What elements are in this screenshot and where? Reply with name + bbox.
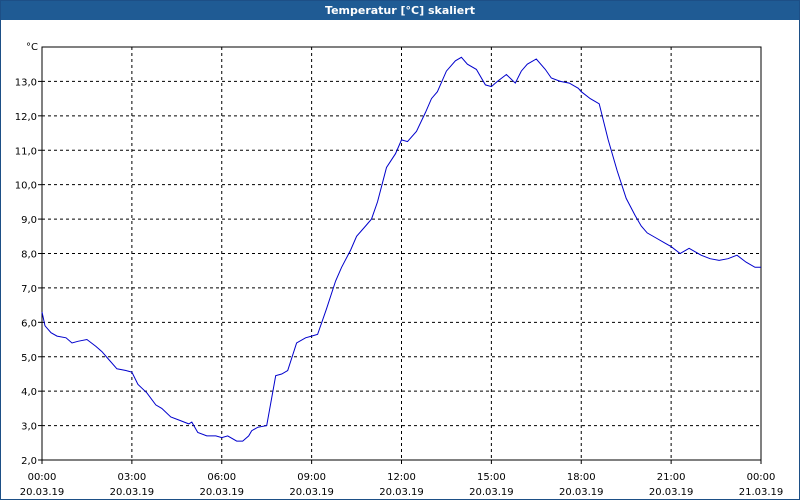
x-tick-date-label: 20.03.19 [469,487,514,498]
chart-title: Temperatur [°C] skaliert [1,1,799,20]
x-tick-time-label: 09:00 [297,472,326,483]
y-axis: 2,0 3,0 4,0 5,0 6,0 7,0 8,0 9,0 10,0 11,0 12,0 13,0 [15,77,42,467]
x-tick-date-label: 20.03.19 [649,487,694,498]
y-tick-label: 8,0 [21,250,37,261]
x-tick-time-label: 00:00 [747,472,776,483]
x-tick-date-label: 20.03.19 [199,487,244,498]
y-tick-label: 11,0 [15,146,37,157]
y-tick-label: 2,0 [21,456,37,467]
x-tick-date-label: 20.03.19 [110,487,155,498]
x-tick-time-label: 03:00 [117,472,146,483]
x-tick-date-label: 20.03.19 [559,487,604,498]
x-tick-date-label: 20.03.19 [20,487,65,498]
x-tick-time-label: 18:00 [567,472,596,483]
y-axis-unit-label: °C [26,42,38,53]
x-tick-time-label: 21:00 [657,472,686,483]
x-tick-time-label: 06:00 [207,472,236,483]
y-tick-label: 10,0 [15,181,37,192]
temperature-series-line [41,56,761,442]
x-tick-date-label: 20.03.19 [289,487,334,498]
y-tick-label: 5,0 [21,353,37,364]
y-tick-label: 13,0 [15,77,37,88]
x-tick-time-label: 12:00 [387,472,416,483]
y-tick-label: 6,0 [21,318,37,329]
x-tick-date-label: 20.03.19 [379,487,424,498]
y-tick-label: 12,0 [15,112,37,123]
y-tick-label: 3,0 [21,422,37,433]
series-layer [41,56,761,442]
y-tick-label: 9,0 [21,215,37,226]
grid-layer [42,47,761,460]
y-tick-label: 4,0 [21,387,37,398]
y-tick-label: 7,0 [21,284,37,295]
x-tick-date-label: 21.03.19 [739,487,784,498]
x-axis: 00:00 20.03.19 03:00 20.03.19 06:00 20.03.19 0… [20,460,784,498]
x-tick-time-label: 00:00 [28,472,57,483]
x-tick-time-label: 15:00 [477,472,506,483]
